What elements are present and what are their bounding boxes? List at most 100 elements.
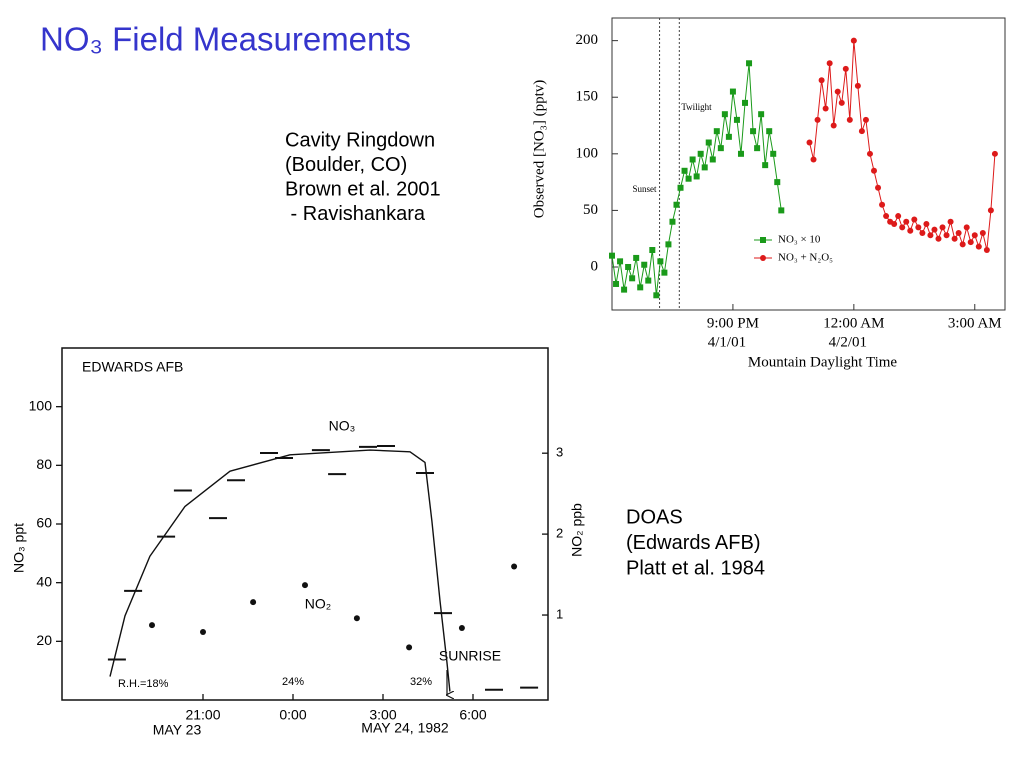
data-point	[883, 213, 890, 220]
data-point	[302, 582, 308, 589]
data-point	[617, 258, 624, 265]
data-point	[846, 116, 853, 123]
data-point	[693, 173, 700, 180]
data-point	[665, 241, 672, 248]
body-text: (Edwards AFB)	[626, 532, 760, 554]
data-point	[661, 269, 668, 276]
data-point	[895, 213, 902, 220]
data-point	[685, 175, 692, 182]
fit-curve	[109, 449, 451, 692]
data-point	[858, 128, 865, 135]
x-tick-label: 0:00	[279, 707, 306, 723]
data-point	[669, 218, 676, 225]
data-point	[653, 292, 660, 299]
y-tick-label: 100	[29, 397, 53, 413]
data-point	[641, 261, 648, 268]
data-point	[689, 156, 696, 163]
annotation: EDWARDS AFB	[82, 359, 183, 375]
data-point	[701, 164, 708, 171]
data-point	[681, 167, 688, 174]
data-point	[838, 99, 845, 106]
x-tick-label: 3:00	[369, 707, 396, 723]
data-point	[935, 235, 942, 242]
data-point	[697, 150, 704, 157]
data-point	[754, 145, 761, 152]
data-point	[987, 207, 994, 214]
data-point	[770, 150, 777, 157]
x-tick-label: 6:00	[459, 707, 486, 723]
data-point	[713, 128, 720, 135]
data-point	[774, 179, 781, 186]
data-point	[649, 247, 656, 254]
data-point	[959, 241, 966, 248]
data-point	[899, 224, 906, 231]
body-text: Cavity Ringdown	[285, 129, 435, 151]
data-point	[200, 629, 206, 636]
y-tick-label: 150	[576, 89, 599, 105]
y-tick-label: 100	[576, 145, 599, 161]
data-point	[746, 60, 753, 67]
data-point	[353, 615, 360, 622]
body-text: DOAS	[626, 506, 683, 528]
data-point	[709, 156, 716, 163]
legend-marker	[760, 237, 766, 243]
data-point	[737, 150, 744, 157]
data-point	[705, 139, 712, 146]
legend-marker	[760, 255, 766, 261]
data-point	[613, 280, 620, 287]
data-point	[621, 286, 628, 293]
data-point	[854, 82, 861, 89]
data-point	[406, 644, 413, 651]
data-point	[871, 167, 877, 174]
x-tick-label: 3:00 AM	[948, 315, 1002, 331]
data-point	[645, 277, 652, 284]
body-text: (Boulder, CO)	[285, 154, 407, 176]
x-tick-label: 12:00 AM	[823, 315, 884, 331]
data-point	[951, 235, 958, 242]
x-date-label: 4/1/01	[708, 334, 746, 350]
data-point	[729, 88, 736, 95]
y-axis-label: Observed [NO₃] (pptv)	[531, 80, 547, 219]
legend-label: NO₃ × 10	[778, 234, 821, 246]
data-point	[762, 162, 769, 169]
data-point	[625, 263, 632, 270]
data-point	[891, 220, 898, 227]
data-point	[637, 284, 644, 291]
reference-label: Twilight	[681, 102, 712, 112]
data-point	[778, 207, 785, 214]
y-axis-label: NO₃ ppt	[11, 523, 27, 573]
data-point	[826, 60, 833, 67]
data-point	[919, 230, 926, 237]
data-point	[866, 150, 873, 157]
annotation: SUNRISE	[439, 648, 501, 664]
data-point	[250, 599, 257, 606]
slide-title: NO₃ Field Measurements	[40, 21, 411, 58]
data-point	[943, 232, 950, 239]
y-tick-label: 60	[36, 515, 52, 531]
data-point	[633, 254, 640, 261]
data-point	[915, 224, 922, 231]
y2-tick-label: 2	[556, 526, 563, 541]
data-point	[458, 624, 465, 631]
body-text: Brown et al. 2001	[285, 178, 441, 200]
data-point	[742, 99, 749, 106]
legend-label: NO₃ + N₂O₅	[778, 252, 833, 264]
body-text: - Ravishankara	[285, 203, 426, 225]
data-point	[939, 224, 946, 231]
x-tick-label: 9:00 PM	[707, 315, 759, 331]
data-point	[963, 224, 970, 231]
data-point	[947, 218, 954, 225]
annotation: 24%	[282, 676, 304, 688]
data-point	[907, 227, 914, 234]
data-point	[975, 243, 982, 250]
reference-label: Sunset	[633, 184, 658, 194]
data-point	[721, 111, 728, 118]
y-tick-label: 80	[36, 456, 52, 472]
data-point	[979, 230, 986, 237]
data-point	[991, 150, 998, 157]
y-tick-label: 200	[576, 32, 599, 48]
x-tick-label: 21:00	[185, 707, 220, 723]
y-tick-label: 20	[36, 632, 52, 648]
data-point	[879, 201, 886, 208]
